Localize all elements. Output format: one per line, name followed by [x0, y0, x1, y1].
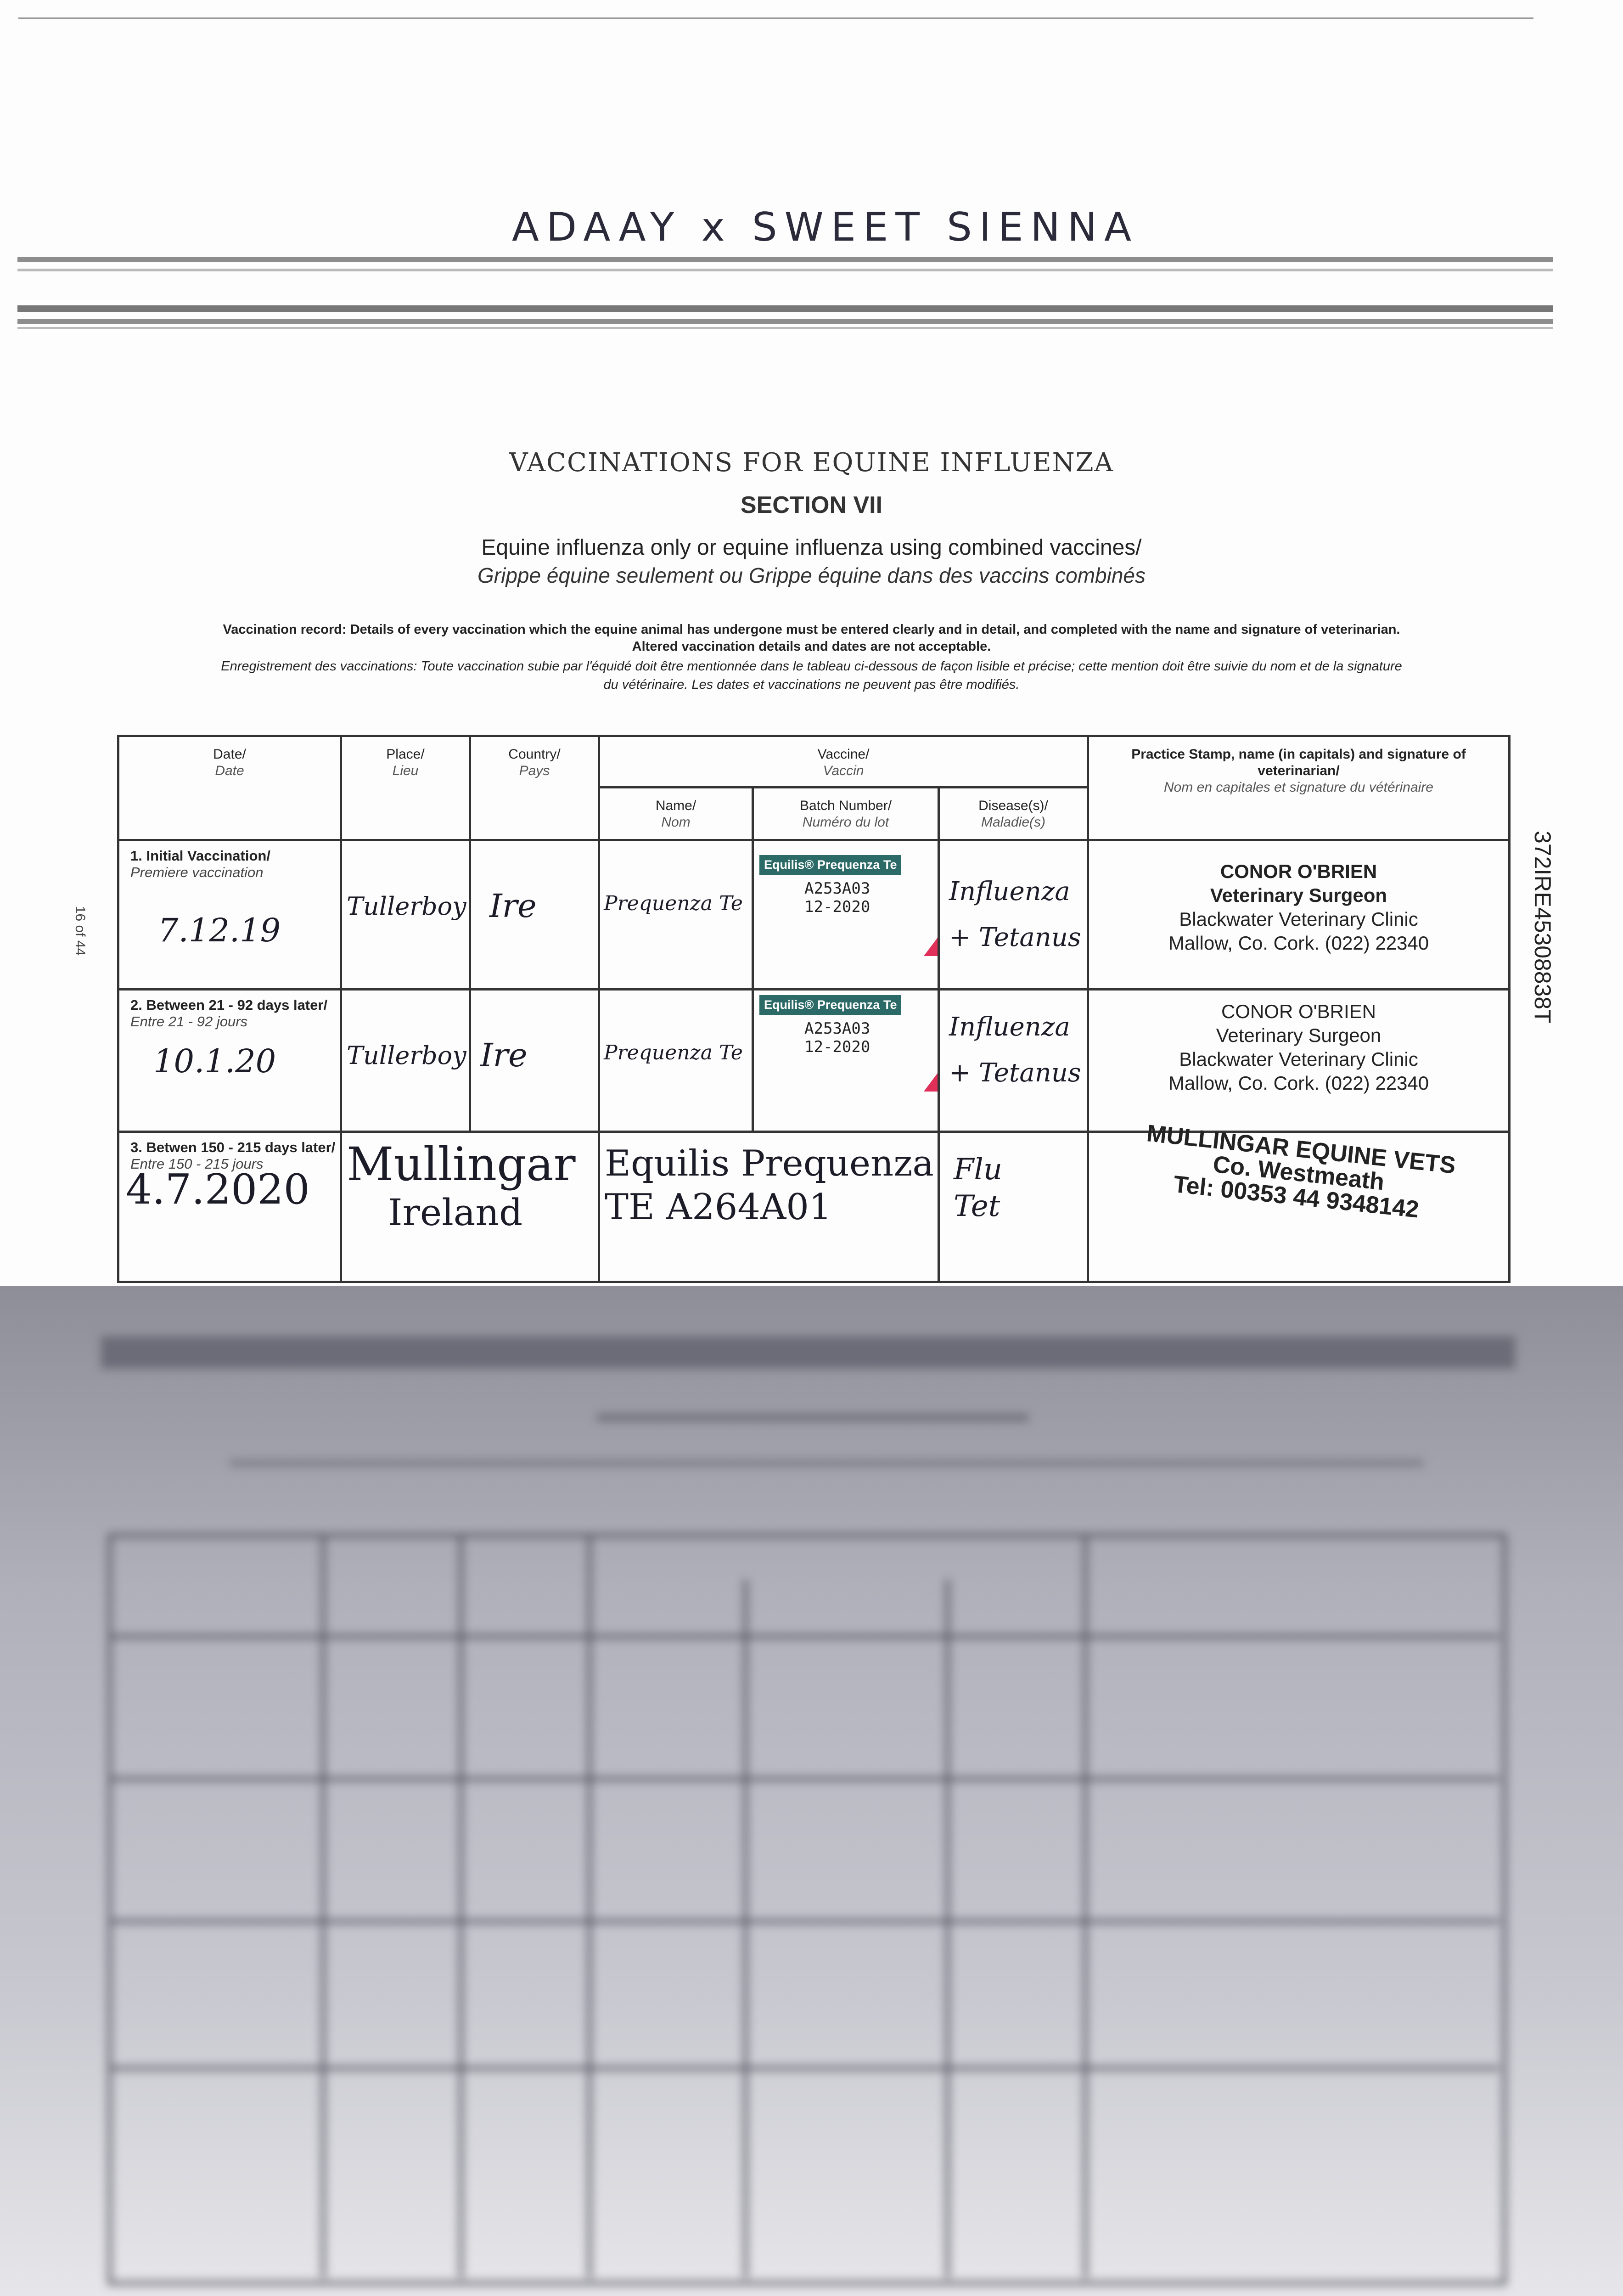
- scan-band: [17, 257, 1553, 262]
- scan-band: [17, 305, 1553, 312]
- row-label: 3. Betwen 150 - 215 days later/Entre 150…: [117, 1131, 342, 1283]
- notice-fr: Enregistrement des vaccinations: Toute v…: [221, 659, 1402, 674]
- scan-band: [17, 269, 1553, 271]
- place-cell: Tullerboy: [340, 988, 471, 1133]
- country-cell: Ire: [469, 839, 600, 990]
- disease-cell: Influenza + Tetanus: [938, 988, 1089, 1133]
- date-value: 4.7.2020: [126, 1165, 310, 1214]
- subtitle-en: Equine influenza only or equine influenz…: [481, 535, 1142, 560]
- place-country-cell: Mullingar Ireland: [340, 1131, 600, 1283]
- document-title: VACCINATIONS FOR EQUINE INFLUENZA: [509, 448, 1114, 478]
- vaccination-table: Date/Date Place/Lieu Country/Pays Vaccin…: [117, 735, 1511, 1283]
- handwritten-horse-name: ADAAY x SWEET SIENNA: [512, 204, 1139, 250]
- date-value: 10.1.20: [153, 1042, 276, 1080]
- scan-band: [17, 319, 1553, 324]
- table-row: 1. Initial Vaccination/Premiere vaccinat…: [117, 839, 1511, 990]
- blurred-next-page: [0, 1286, 1623, 2296]
- marker-icon: [924, 1073, 938, 1092]
- batch-cell: Equilis® Prequenza Te A253A03 12-2020: [752, 839, 940, 990]
- place-cell: Tullerboy: [340, 839, 471, 990]
- vet-stamp: CONOR O'BRIEN Veterinary Surgeon Blackwate…: [1087, 988, 1511, 1133]
- header-country: Country/Pays: [469, 735, 600, 841]
- side-code: 372IRE45308838T: [1530, 831, 1556, 1024]
- table-row: 3. Betwen 150 - 215 days later/Entre 150…: [117, 1120, 1511, 1283]
- vaccine-name-cell: Prequenza Te: [598, 839, 754, 990]
- header-vaccine: Vaccine/Vaccin: [598, 735, 1089, 788]
- header-date: Date/Date: [117, 735, 342, 841]
- table-row: 2. Between 21 - 92 days later/Entre 21 -…: [117, 988, 1511, 1133]
- disease-cell: Influenza + Tetanus: [938, 839, 1089, 990]
- country-cell: Ire: [469, 988, 600, 1133]
- marker-icon: [924, 938, 938, 956]
- header-place: Place/Lieu: [340, 735, 471, 841]
- page-marker: 16 of 44: [73, 906, 88, 956]
- header-name: Name/Nom: [598, 786, 754, 841]
- vaccine-label-sticker: Equilis® Prequenza Te: [759, 855, 902, 875]
- section-heading: SECTION VII: [740, 492, 883, 518]
- header-stamp: Practice Stamp, name (in capitals) and s…: [1087, 735, 1511, 841]
- vaccine-label-sticker: Equilis® Prequenza Te: [759, 995, 902, 1015]
- header-disease: Disease(s)/Maladie(s): [938, 786, 1089, 841]
- row-label: 1. Initial Vaccination/Premiere vaccinat…: [117, 839, 342, 990]
- vaccine-name-cell: Equilis Prequenza TE A264A01: [598, 1131, 940, 1283]
- subtitle-fr: Grippe équine seulement ou Grippe équine…: [477, 563, 1146, 587]
- notice-en: Vaccination record: Details of every vac…: [223, 622, 1400, 637]
- scan-band: [17, 327, 1553, 329]
- blurred-table: [0, 1286, 1623, 2296]
- batch-cell: Equilis® Prequenza Te A253A03 12-2020: [752, 988, 940, 1133]
- notice-en-2: Altered vaccination details and dates ar…: [632, 639, 991, 654]
- notice-fr-2: du vétérinaire. Les dates et vaccination…: [603, 677, 1020, 692]
- date-value: 7.12.19: [158, 912, 281, 949]
- vet-stamp: MULLINGAR EQUINE VETS Co. Westmeath Tel: 0…: [1087, 1120, 1511, 1283]
- scan-top-line: [18, 17, 1533, 19]
- disease-cell: Flu Tet: [938, 1131, 1089, 1283]
- header-batch: Batch Number/Numéro du lot: [752, 786, 940, 841]
- row-label: 2. Between 21 - 92 days later/Entre 21 -…: [117, 988, 342, 1133]
- vaccine-name-cell: Prequenza Te: [598, 988, 754, 1133]
- vet-stamp: CONOR O'BRIEN Veterinary Surgeon Blackwate…: [1087, 839, 1511, 990]
